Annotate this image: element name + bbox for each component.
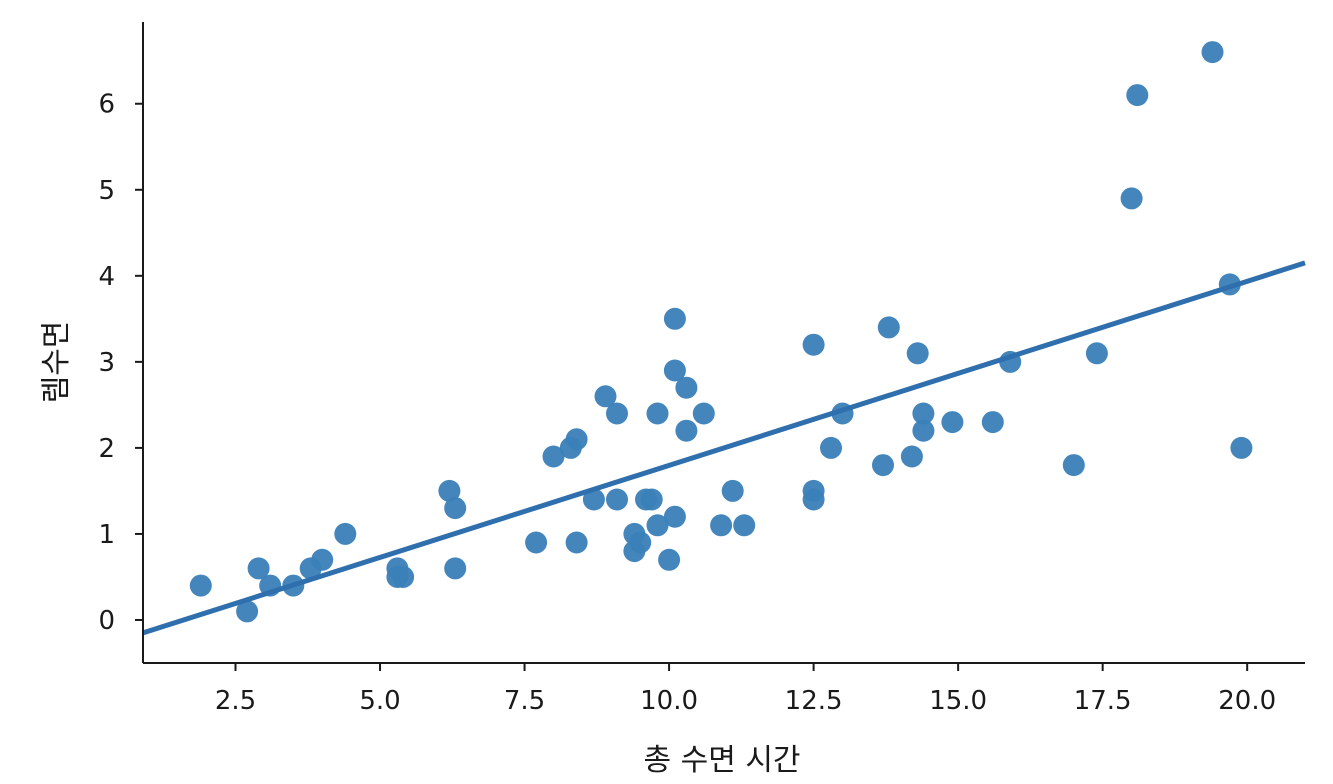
scatter-point-18 xyxy=(565,531,588,554)
scatter-point-60 xyxy=(1230,436,1253,459)
x-tick-label-6: 17.5 xyxy=(1074,686,1132,716)
scatter-point-29 xyxy=(646,514,669,537)
y-tick-label-2: 2 xyxy=(98,434,115,464)
scatter-point-14 xyxy=(525,531,548,554)
scatter-point-55 xyxy=(1085,342,1108,365)
scatter-point-34 xyxy=(675,376,698,399)
scatter-point-12 xyxy=(444,497,467,520)
scatter-point-22 xyxy=(606,488,628,511)
scatter-point-39 xyxy=(733,514,756,537)
x-tick-label-3: 10.0 xyxy=(640,686,698,716)
scatter-point-38 xyxy=(721,479,744,502)
scatter-point-2 xyxy=(247,557,270,580)
scatter-point-31 xyxy=(663,307,686,330)
scatter-point-47 xyxy=(900,445,923,468)
scatter-point-56 xyxy=(1120,187,1143,210)
scatter-point-45 xyxy=(872,454,894,477)
y-tick-label-1: 1 xyxy=(98,520,115,550)
scatter-point-32 xyxy=(663,359,686,382)
x-tick-label-2: 7.5 xyxy=(504,686,545,716)
scatter-point-54 xyxy=(1062,454,1085,477)
scatter-point-10 xyxy=(392,566,415,588)
scatter-point-20 xyxy=(594,385,617,408)
y-axis-ticks: 0 1 2 3 4 5 6 xyxy=(98,90,143,636)
scatter-point-37 xyxy=(710,514,733,537)
scatter-point-52 xyxy=(981,411,1004,434)
regression-line xyxy=(142,260,1306,636)
scatter-point-42 xyxy=(802,488,825,511)
scatter-point-17 xyxy=(565,428,588,451)
scatter-point-48 xyxy=(906,342,929,365)
scatter-point-50 xyxy=(912,419,935,442)
scatter-point-0 xyxy=(189,574,212,597)
scatter-point-57 xyxy=(1126,84,1149,107)
scatter-point-58 xyxy=(1201,41,1224,64)
scatter-point-7 xyxy=(334,522,357,545)
x-axis-title: 총 수면 시간 xyxy=(643,743,800,778)
scatter-point-1 xyxy=(236,600,259,623)
scatter-point-21 xyxy=(606,402,628,425)
y-tick-label-5: 5 xyxy=(98,176,115,206)
scatter-point-11 xyxy=(438,479,461,502)
x-tick-label-7: 20.0 xyxy=(1218,686,1276,716)
scatter-point-27 xyxy=(640,488,663,511)
scatter-point-13 xyxy=(444,557,467,580)
scatter-point-51 xyxy=(941,411,964,434)
y-tick-label-6: 6 xyxy=(98,90,115,120)
x-axis-ticks: 2.5 5.0 7.5 10.0 12.5 15.0 17.5 20.0 xyxy=(215,663,1276,716)
scatter-point-30 xyxy=(658,548,681,571)
x-tick-label-4: 12.5 xyxy=(785,686,843,716)
y-tick-label-0: 0 xyxy=(98,606,115,636)
x-tick-label-1: 5.0 xyxy=(359,686,400,716)
scatter-point-35 xyxy=(675,419,698,442)
y-tick-label-3: 3 xyxy=(98,348,115,378)
scatter-point-28 xyxy=(646,402,669,425)
x-tick-label-0: 2.5 xyxy=(215,686,256,716)
chart-marks xyxy=(142,41,1306,636)
y-tick-label-4: 4 xyxy=(98,262,115,292)
x-tick-label-5: 15.0 xyxy=(929,686,987,716)
scatter-point-33 xyxy=(663,505,686,528)
scatter-point-25 xyxy=(629,531,652,554)
scatter-point-36 xyxy=(692,402,715,425)
scatter-point-43 xyxy=(820,436,842,459)
scatter-point-40 xyxy=(802,333,825,356)
scatter-point-49 xyxy=(912,402,935,425)
scatter-point-19 xyxy=(582,488,605,511)
scatter-point-15 xyxy=(542,445,565,468)
y-axis-title: 렘수면 xyxy=(39,321,74,404)
scatter-point-6 xyxy=(311,548,334,571)
scatter-point-46 xyxy=(877,316,900,339)
